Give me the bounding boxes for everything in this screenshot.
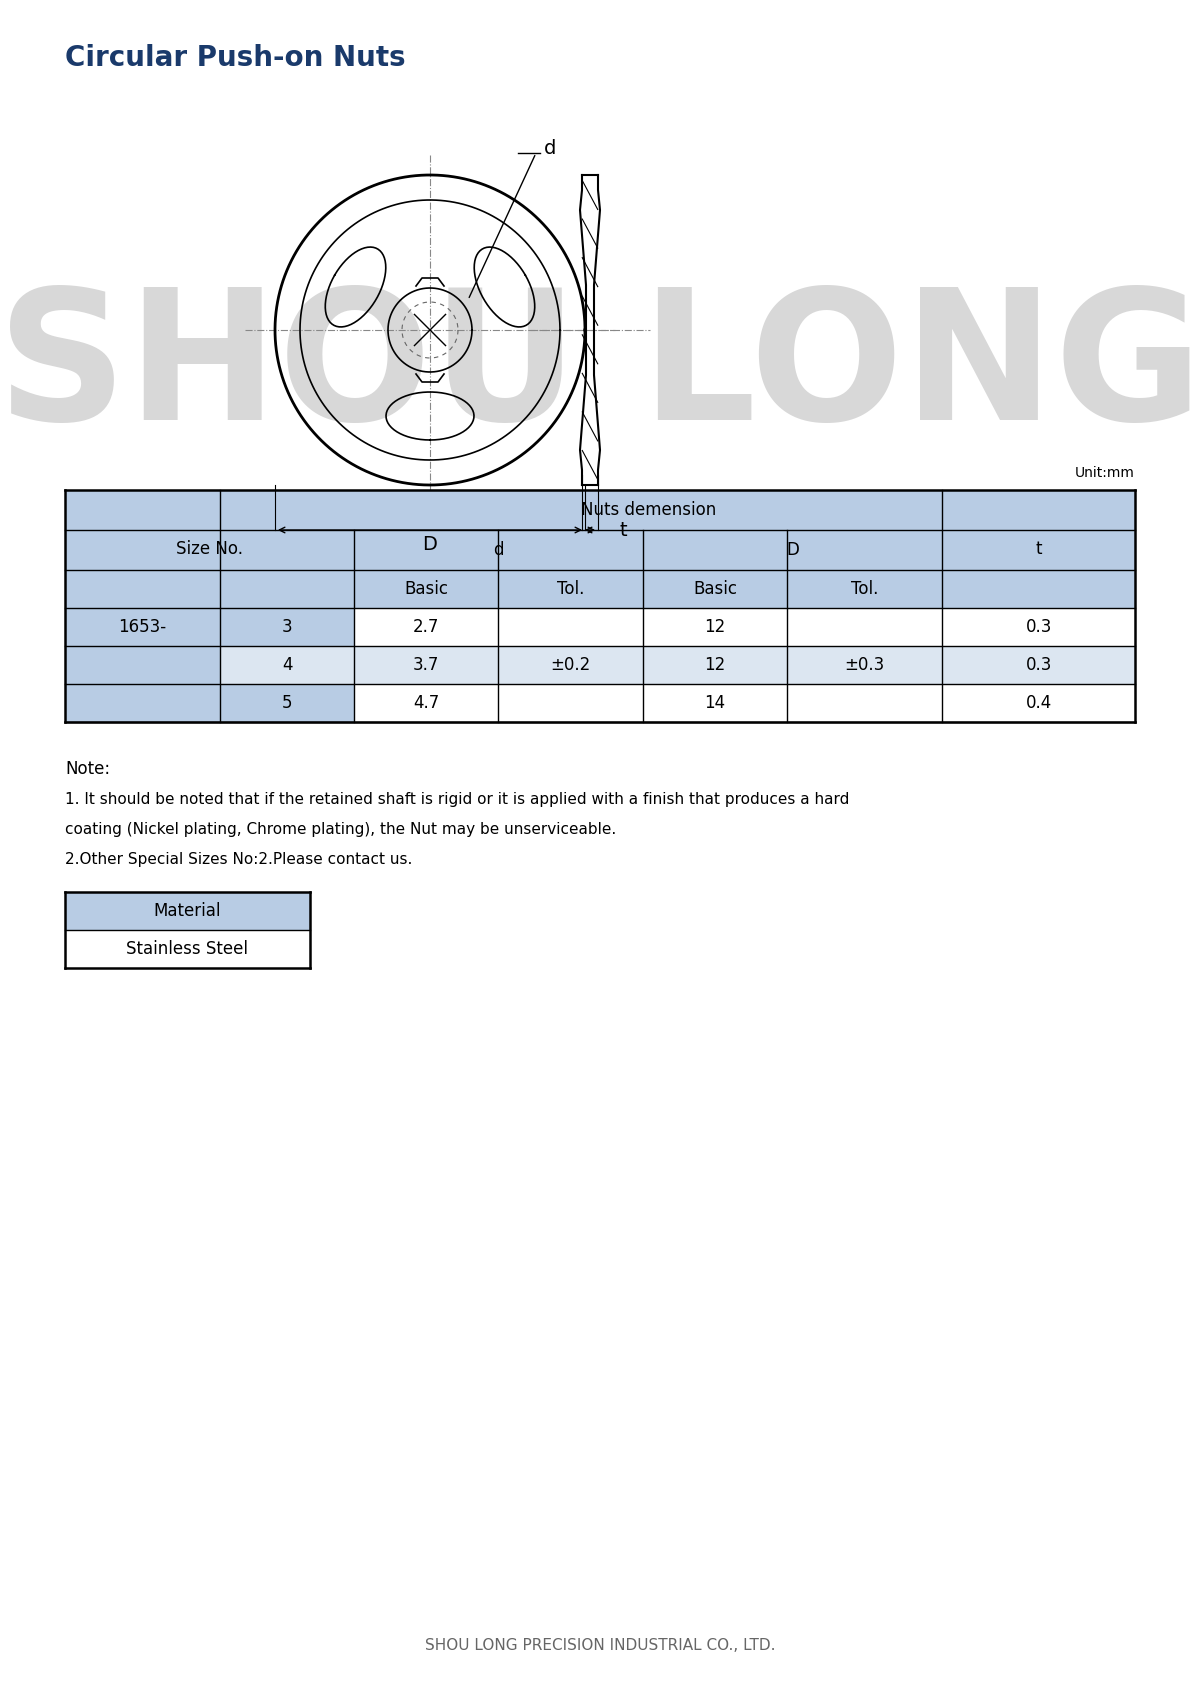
Text: Basic: Basic — [404, 580, 448, 597]
Text: Stainless Steel: Stainless Steel — [126, 940, 248, 959]
Bar — [354, 647, 1135, 684]
Text: Tol.: Tol. — [557, 580, 584, 597]
Text: SHOU LONG: SHOU LONG — [0, 282, 1200, 458]
Text: 5: 5 — [282, 694, 293, 713]
Text: ±0.3: ±0.3 — [845, 657, 884, 674]
Text: 4.7: 4.7 — [413, 694, 439, 713]
Text: 0.3: 0.3 — [1026, 657, 1052, 674]
Text: coating (Nickel plating, Chrome plating), the Nut may be unserviceable.: coating (Nickel plating, Chrome plating)… — [65, 821, 617, 837]
Bar — [65, 490, 1135, 608]
Text: Tol.: Tol. — [851, 580, 878, 597]
Text: SHOU LONG PRECISION INDUSTRIAL CO., LTD.: SHOU LONG PRECISION INDUSTRIAL CO., LTD. — [425, 1638, 775, 1653]
Text: ±0.2: ±0.2 — [551, 657, 590, 674]
Text: 14: 14 — [704, 694, 726, 713]
Text: 0.4: 0.4 — [1026, 694, 1052, 713]
Bar — [220, 647, 354, 684]
Text: d: d — [544, 139, 557, 158]
Text: Material: Material — [154, 903, 221, 920]
Bar — [65, 608, 354, 721]
Text: D: D — [422, 535, 438, 553]
Text: 4: 4 — [282, 657, 293, 674]
Text: 1653-: 1653- — [119, 618, 167, 636]
Text: Nuts demension: Nuts demension — [581, 501, 715, 519]
Text: Note:: Note: — [65, 760, 110, 777]
Text: t: t — [1036, 540, 1042, 558]
Text: Unit:mm: Unit:mm — [1075, 467, 1135, 480]
Text: Size No.: Size No. — [176, 540, 242, 558]
Text: Circular Push-on Nuts: Circular Push-on Nuts — [65, 44, 406, 71]
Bar — [65, 893, 310, 930]
Text: 12: 12 — [704, 657, 726, 674]
Text: 2.7: 2.7 — [413, 618, 439, 636]
Bar — [942, 647, 1135, 684]
Text: d: d — [493, 541, 504, 558]
Text: 3: 3 — [282, 618, 293, 636]
Text: 2.Other Special Sizes No:2.Please contact us.: 2.Other Special Sizes No:2.Please contac… — [65, 852, 413, 867]
Text: 12: 12 — [704, 618, 726, 636]
Bar — [354, 684, 1135, 721]
Text: 1. It should be noted that if the retained shaft is rigid or it is applied with : 1. It should be noted that if the retain… — [65, 792, 850, 808]
Bar — [354, 608, 1135, 647]
Text: Basic: Basic — [694, 580, 737, 597]
Text: t: t — [620, 521, 628, 540]
Text: 3.7: 3.7 — [413, 657, 439, 674]
Text: D: D — [786, 541, 799, 558]
Text: 0.3: 0.3 — [1026, 618, 1052, 636]
